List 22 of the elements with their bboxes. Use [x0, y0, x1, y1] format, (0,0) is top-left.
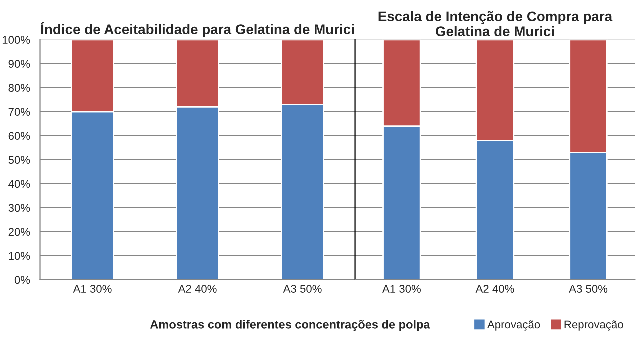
y-tick-label: 70% — [8, 108, 30, 116]
chart-title: Índice de Aceitabilidade para Gelatina de Murici — [41, 22, 354, 38]
y-tick-label: 0% — [14, 276, 30, 284]
x-tick-label: A1 30% — [73, 285, 112, 293]
x-tick-label: A1 30% — [382, 285, 421, 293]
x-tick-label: A2 40% — [178, 285, 217, 293]
x-axis-title: Amostras com diferentes concentrações de polpa — [150, 320, 430, 332]
y-tick-label: 80% — [8, 84, 30, 92]
y-tick-label: 50% — [8, 156, 30, 164]
y-tick-label: 100% — [2, 36, 30, 44]
y-tick-label: 10% — [9, 252, 30, 260]
y-tick-label: 60% — [8, 132, 30, 140]
y-tick-label: 20% — [8, 228, 30, 236]
chart-title: Escala de Intenção de Compra para Gelatina de Murici — [378, 11, 613, 36]
y-tick-label: 90% — [8, 60, 30, 68]
legend-label: Aprovação — [487, 320, 540, 331]
x-tick-label: A3 50% — [569, 285, 608, 293]
x-tick-label: A3 50% — [283, 285, 322, 293]
y-tick-label: 40% — [8, 180, 30, 188]
x-tick-label: A2 40% — [476, 285, 514, 293]
y-tick-label: 30% — [8, 204, 30, 212]
legend-label: Reprovação — [564, 320, 624, 331]
